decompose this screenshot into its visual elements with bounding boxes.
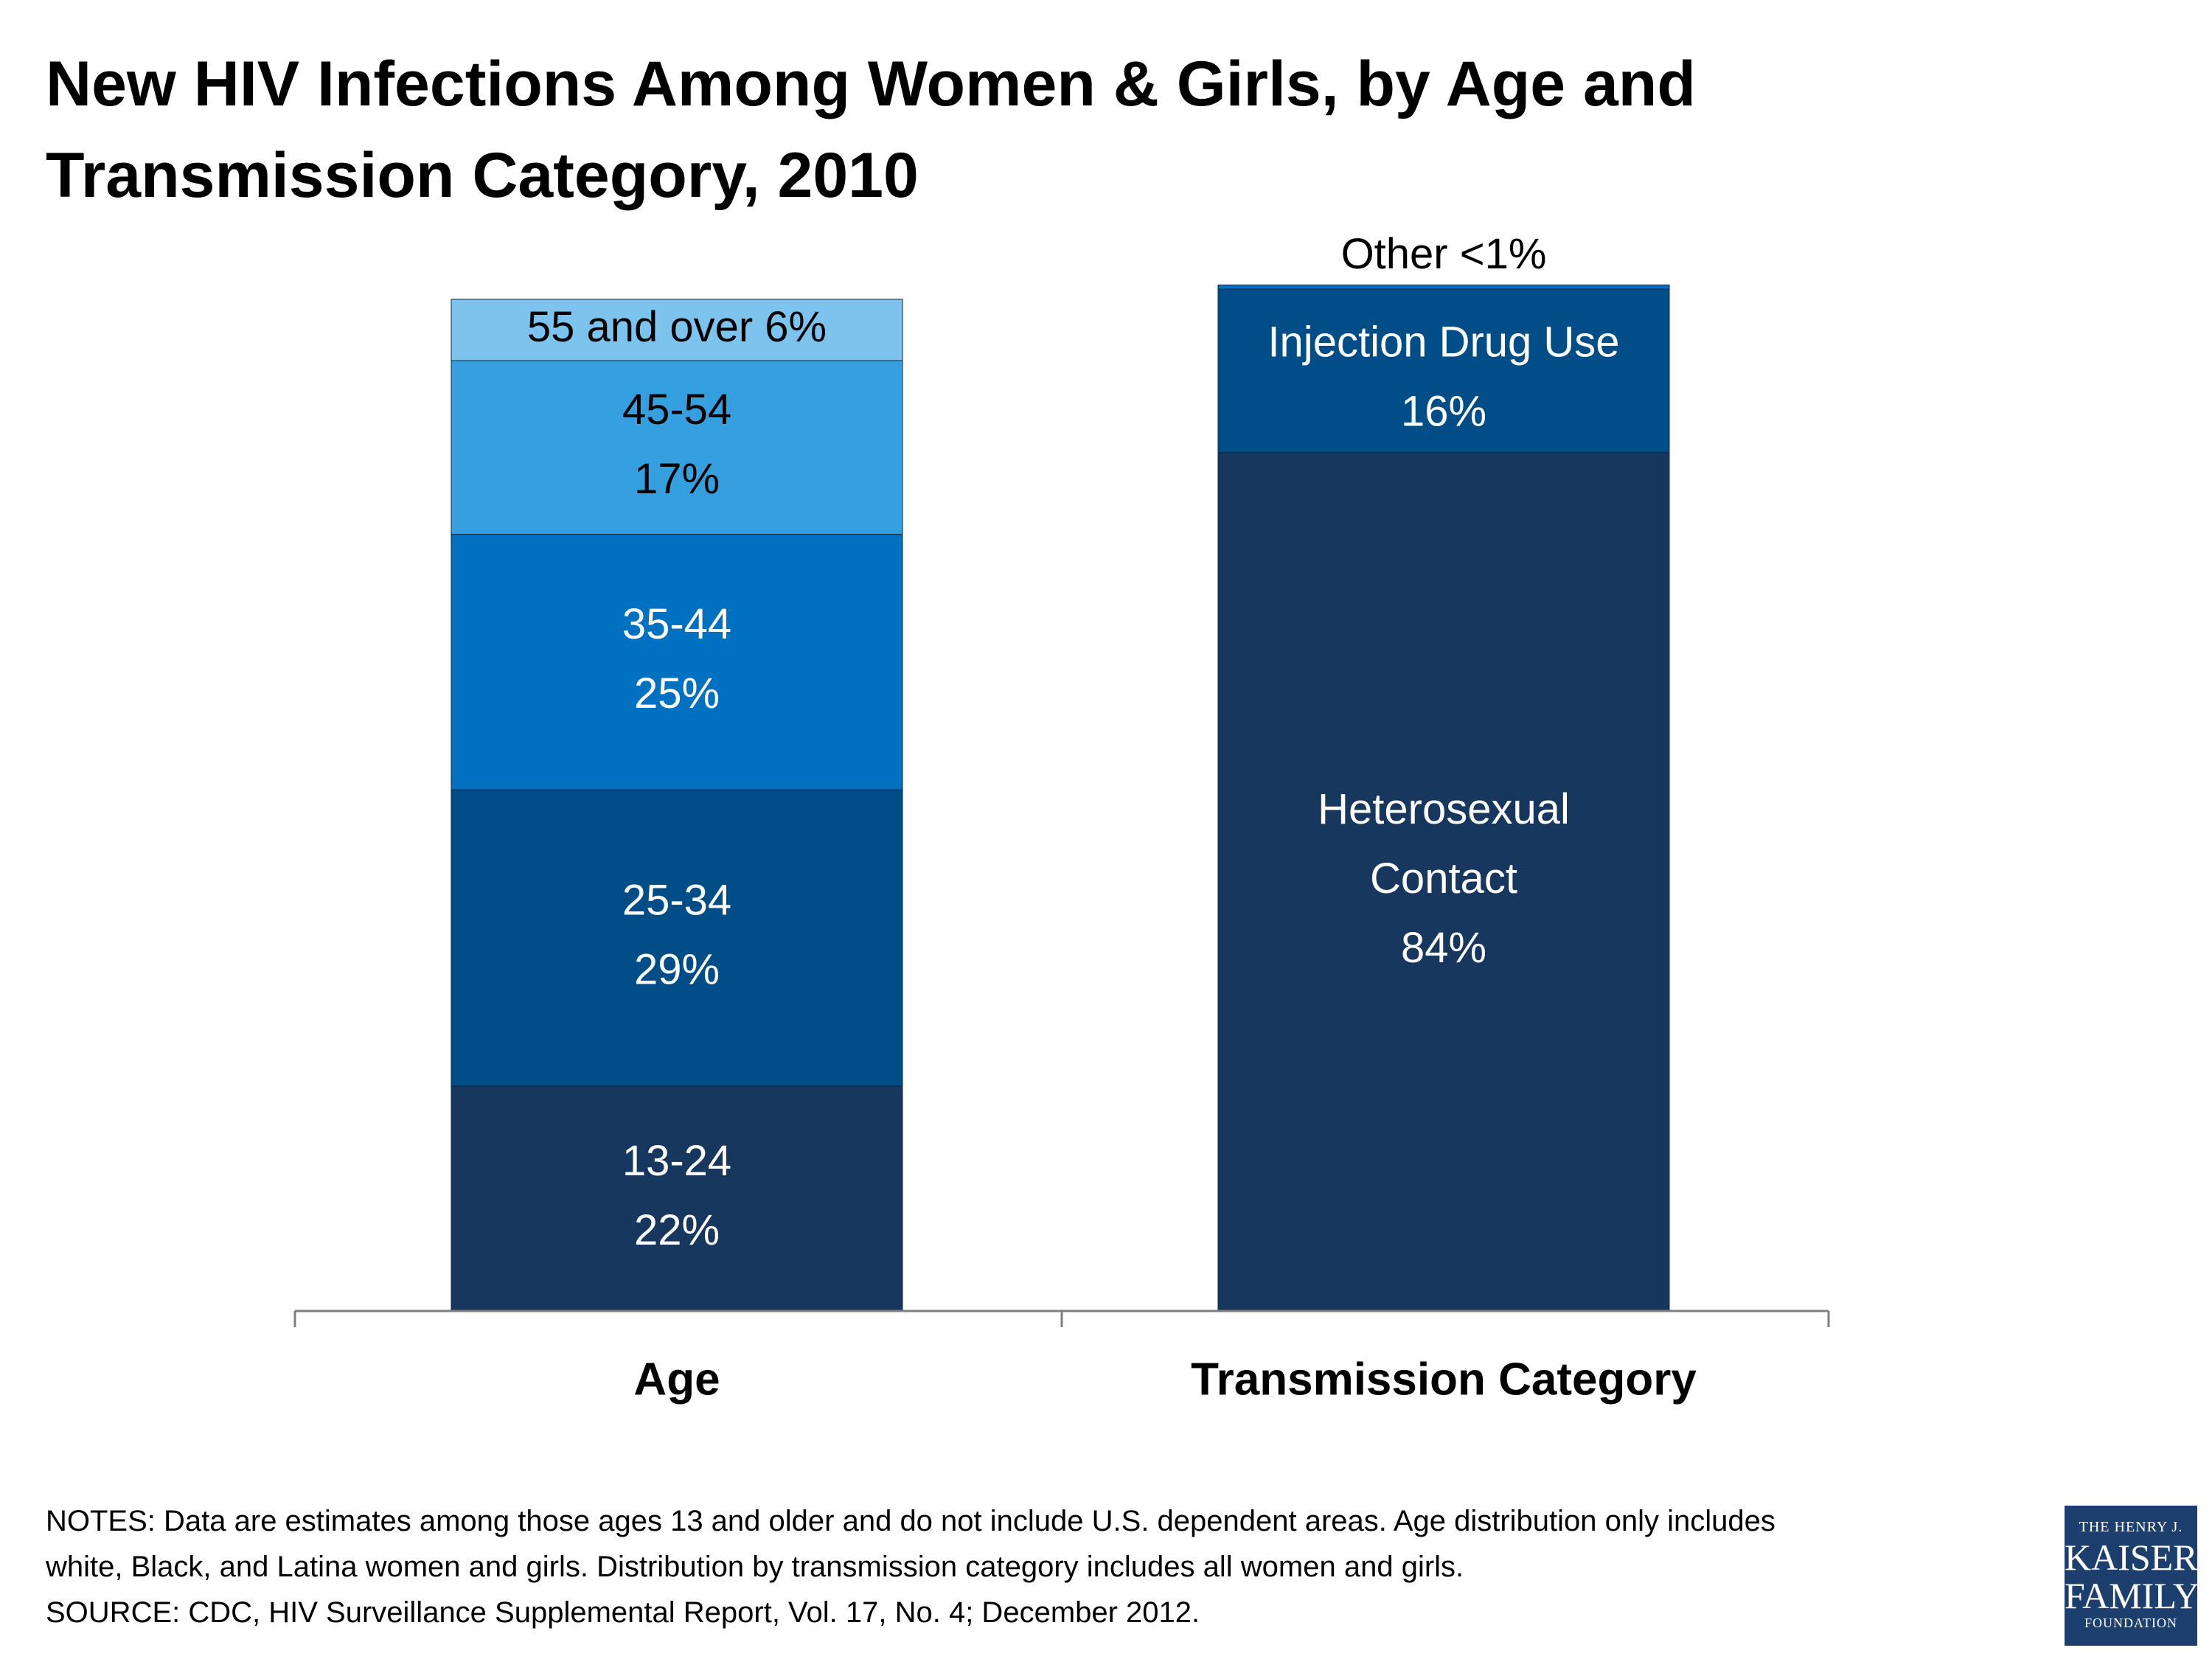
chart-title-line-2: Transmission Category, 2010 [46, 140, 919, 211]
chart-title-line-1: New HIV Infections Among Women & Girls, … [46, 49, 1696, 119]
label-age-45-54-line-2: 17% [634, 455, 720, 503]
chart-notes: NOTES: Data are estimates among those ag… [46, 1498, 2037, 1635]
x-axis: Age Transmission Category [293, 1310, 1830, 1405]
label-transmission-category-injection-drug-use-line-2: 16% [1401, 387, 1486, 435]
logo-line-1: THE HENRY J. [2079, 1519, 2183, 1535]
x-tick-label-age: Age [633, 1354, 720, 1405]
label-age-35-44-line-1: 35-44 [622, 600, 731, 648]
notes-line-1: NOTES: Data are estimates among those ag… [46, 1505, 1775, 1537]
label-transmission-category-heterosexual-contact-line-2: Contact [1370, 855, 1517, 902]
label-age-45-54-line-1: 45-54 [622, 386, 731, 434]
label-age-35-44-line-2: 25% [634, 669, 720, 717]
kff-logo: THE HENRY J. KAISER FAMILY FOUNDATION [2065, 1506, 2199, 1646]
logo-line-3: FAMILY [2065, 1575, 2199, 1616]
label-transmission-category-other-1: Other <1% [1341, 230, 1547, 278]
logo-line-2: KAISER [2065, 1537, 2198, 1578]
label-transmission-category-injection-drug-use-line-1: Injection Drug Use [1267, 318, 1619, 366]
bars-layer [451, 284, 1670, 1312]
label-age-13-24-line-2: 22% [634, 1206, 720, 1254]
source-line: SOURCE: CDC, HIV Surveillance Supplement… [46, 1596, 1200, 1629]
notes-line-2: white, Black, and Latina women and girls… [46, 1551, 1464, 1583]
bar-segment-transmission-category-injection-drug-use [1217, 288, 1670, 453]
label-age-13-24-line-1: 13-24 [622, 1137, 731, 1185]
bar-segment-age-25-34 [451, 789, 903, 1087]
x-tick-label-transmission-category: Transmission Category [1191, 1354, 1697, 1405]
bar-segment-age-35-44 [451, 534, 903, 790]
bar-segment-age-13-24 [451, 1085, 903, 1312]
label-age-25-34-line-2: 29% [634, 945, 720, 993]
label-age-25-34-line-1: 25-34 [622, 876, 731, 924]
stacked-bar-chart: Age Transmission Category 13-24 22% 25-34 29… [293, 230, 1830, 1405]
chart-title: New HIV Infections Among Women & Girls, … [46, 38, 2037, 221]
bar-segment-transmission-category-other-1 [1217, 284, 1670, 290]
bar-segment-age-55-and-over-6 [451, 299, 903, 361]
label-transmission-category-heterosexual-contact-line-3: 84% [1401, 924, 1486, 972]
label-transmission-category-heterosexual-contact-line-1: Heterosexual [1318, 785, 1570, 833]
labels-layer: 13-24 22% 25-34 29% 35-44 25% 45-54 17% 55 and o… [527, 230, 1620, 1254]
logo-line-4: FOUNDATION [2084, 1615, 2177, 1630]
bar-segment-transmission-category-heterosexual-contact [1217, 452, 1670, 1312]
label-age-55-and-over-6-line-1: 55 and over 6% [527, 303, 827, 351]
